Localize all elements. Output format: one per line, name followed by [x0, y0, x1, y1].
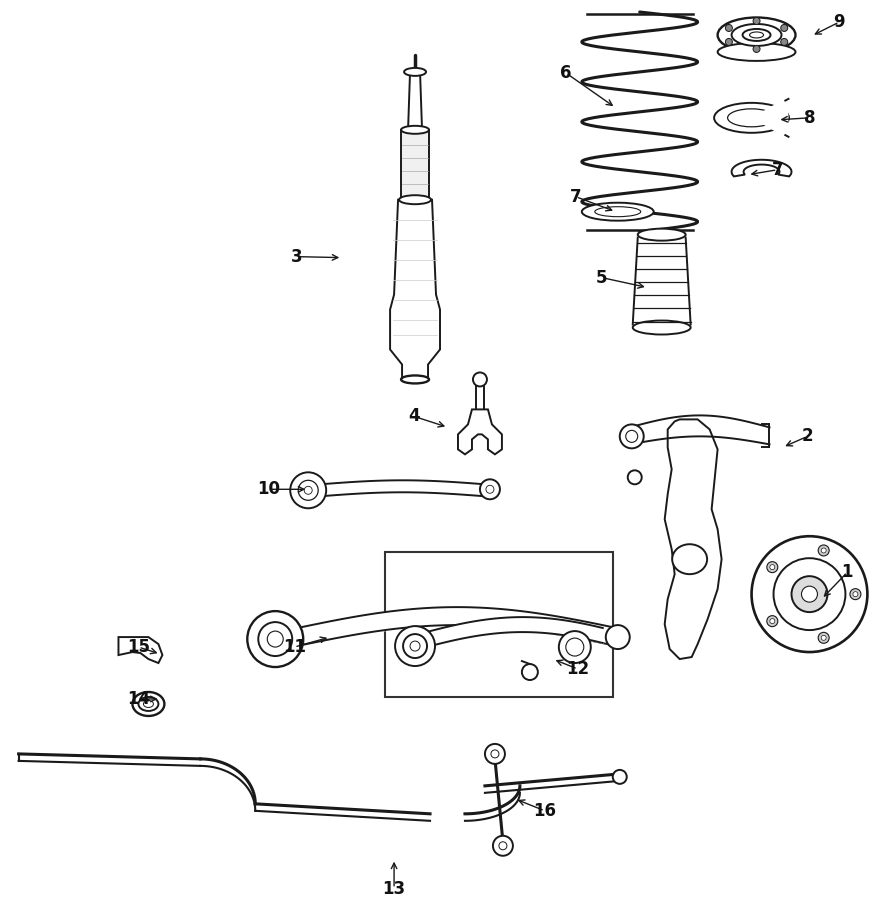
Circle shape — [821, 635, 825, 640]
Polygon shape — [408, 72, 422, 130]
Circle shape — [724, 39, 731, 45]
Text: 7: 7 — [771, 161, 782, 179]
Circle shape — [521, 664, 537, 680]
Circle shape — [493, 836, 512, 856]
Polygon shape — [458, 410, 502, 454]
Circle shape — [472, 373, 486, 386]
Circle shape — [852, 591, 857, 597]
Ellipse shape — [727, 109, 775, 127]
Ellipse shape — [139, 697, 158, 711]
Circle shape — [267, 631, 283, 647]
Polygon shape — [730, 160, 790, 176]
Ellipse shape — [742, 29, 770, 40]
Ellipse shape — [632, 320, 690, 335]
Text: 1: 1 — [840, 563, 852, 581]
Text: 6: 6 — [560, 64, 571, 82]
Ellipse shape — [717, 43, 795, 61]
Circle shape — [612, 770, 626, 784]
Ellipse shape — [730, 24, 780, 46]
Text: 15: 15 — [127, 638, 150, 656]
Text: 2: 2 — [801, 428, 813, 446]
Circle shape — [724, 24, 731, 32]
Text: 3: 3 — [290, 248, 301, 266]
Circle shape — [619, 425, 643, 448]
Circle shape — [801, 586, 816, 602]
Text: 4: 4 — [408, 408, 419, 426]
Circle shape — [817, 545, 828, 556]
Ellipse shape — [595, 207, 640, 217]
Circle shape — [769, 564, 774, 570]
Ellipse shape — [671, 544, 706, 574]
Ellipse shape — [401, 126, 428, 134]
Ellipse shape — [401, 375, 428, 383]
Text: 12: 12 — [566, 660, 589, 678]
Circle shape — [304, 486, 312, 494]
Circle shape — [409, 641, 419, 651]
Circle shape — [298, 481, 318, 500]
Text: 14: 14 — [127, 690, 150, 708]
Circle shape — [485, 485, 493, 493]
Circle shape — [402, 634, 426, 658]
Text: 16: 16 — [533, 802, 556, 820]
Text: 10: 10 — [257, 481, 280, 499]
Text: 8: 8 — [803, 109, 814, 127]
Circle shape — [558, 631, 590, 663]
Ellipse shape — [749, 32, 763, 38]
Circle shape — [290, 472, 325, 508]
Circle shape — [247, 611, 303, 667]
Bar — [384, 553, 612, 697]
Circle shape — [485, 744, 504, 764]
Polygon shape — [401, 130, 428, 200]
Ellipse shape — [637, 229, 685, 240]
Circle shape — [817, 633, 828, 643]
Polygon shape — [118, 637, 162, 663]
Text: 11: 11 — [283, 638, 306, 656]
Circle shape — [498, 842, 506, 850]
Circle shape — [766, 562, 777, 572]
Ellipse shape — [132, 692, 164, 716]
Circle shape — [565, 638, 583, 656]
Circle shape — [479, 480, 500, 500]
Circle shape — [821, 548, 825, 553]
Wedge shape — [751, 99, 788, 136]
Circle shape — [751, 536, 866, 652]
Circle shape — [849, 589, 860, 599]
Circle shape — [780, 24, 787, 32]
Circle shape — [780, 39, 787, 45]
Circle shape — [491, 750, 498, 758]
Text: 5: 5 — [595, 268, 607, 286]
Circle shape — [258, 622, 292, 656]
Circle shape — [790, 576, 827, 612]
Ellipse shape — [713, 103, 789, 133]
Polygon shape — [390, 200, 440, 380]
Circle shape — [752, 17, 759, 24]
Ellipse shape — [403, 68, 426, 76]
Ellipse shape — [143, 700, 153, 707]
Circle shape — [394, 626, 434, 666]
Text: 7: 7 — [569, 188, 581, 206]
Text: 13: 13 — [382, 879, 405, 897]
Circle shape — [752, 45, 759, 52]
Ellipse shape — [581, 202, 653, 220]
Circle shape — [605, 626, 629, 649]
Polygon shape — [664, 419, 721, 659]
Circle shape — [766, 616, 777, 626]
Circle shape — [625, 430, 637, 443]
Circle shape — [627, 471, 641, 484]
Ellipse shape — [717, 17, 795, 52]
Circle shape — [772, 558, 845, 630]
Ellipse shape — [399, 195, 431, 204]
Text: 9: 9 — [832, 13, 844, 31]
Circle shape — [769, 618, 774, 624]
